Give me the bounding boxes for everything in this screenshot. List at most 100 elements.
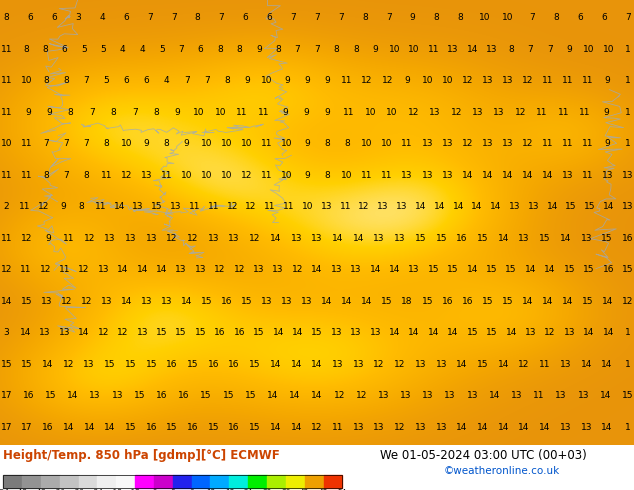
Text: 12: 12 — [63, 360, 74, 368]
Text: 1: 1 — [624, 360, 631, 368]
Text: 15: 15 — [477, 360, 488, 368]
Bar — [3, 475, 342, 488]
Text: 9: 9 — [25, 108, 30, 117]
Text: 13: 13 — [331, 265, 342, 274]
Text: 13: 13 — [59, 328, 70, 337]
Text: 14: 14 — [415, 202, 426, 211]
Text: 14: 14 — [482, 171, 493, 180]
Bar — [3, 475, 22, 488]
Text: 7: 7 — [295, 45, 301, 54]
Text: 13: 13 — [401, 171, 413, 180]
Text: 13: 13 — [84, 360, 95, 368]
Text: 10: 10 — [386, 108, 398, 117]
Text: 6: 6 — [61, 45, 67, 54]
Bar — [286, 475, 305, 488]
Text: 12: 12 — [408, 108, 419, 117]
Text: 12: 12 — [39, 265, 51, 274]
Text: 13: 13 — [581, 422, 592, 432]
Text: 11: 11 — [94, 202, 107, 211]
Text: 14: 14 — [471, 202, 482, 211]
Text: 15: 15 — [104, 360, 115, 368]
Text: 16: 16 — [228, 422, 240, 432]
Text: 12: 12 — [61, 296, 72, 306]
Text: 15: 15 — [1, 360, 12, 368]
Text: 10: 10 — [193, 108, 205, 117]
Text: 24: 24 — [243, 489, 253, 490]
Text: 13: 13 — [467, 391, 478, 400]
Text: 10: 10 — [365, 108, 377, 117]
Text: 8: 8 — [217, 45, 223, 54]
Text: 11: 11 — [582, 171, 593, 180]
Text: 9: 9 — [284, 76, 290, 85]
Text: -42: -42 — [35, 489, 47, 490]
Text: 13: 13 — [370, 328, 381, 337]
Text: 15: 15 — [585, 202, 596, 211]
Text: 13: 13 — [373, 422, 385, 432]
Text: 8: 8 — [324, 139, 330, 148]
Text: 9: 9 — [605, 139, 611, 148]
Text: 13: 13 — [101, 296, 112, 306]
Text: 13: 13 — [141, 296, 152, 306]
Text: 16: 16 — [228, 360, 240, 368]
Text: 12: 12 — [622, 296, 633, 306]
Text: 8: 8 — [3, 13, 10, 23]
Text: 14: 14 — [311, 360, 323, 368]
Text: 5: 5 — [158, 45, 165, 54]
Text: 13: 13 — [273, 265, 284, 274]
Text: 14: 14 — [477, 422, 488, 432]
Text: 14: 14 — [20, 328, 32, 337]
Text: 12: 12 — [166, 234, 178, 243]
Text: 14: 14 — [601, 422, 612, 432]
Text: 8: 8 — [44, 76, 49, 85]
Text: 15: 15 — [156, 328, 167, 337]
Text: 15: 15 — [505, 265, 517, 274]
Text: 15: 15 — [187, 360, 198, 368]
Text: 11: 11 — [382, 171, 393, 180]
Text: 10: 10 — [281, 139, 293, 148]
Text: 14: 14 — [456, 360, 468, 368]
Text: 6: 6 — [144, 76, 150, 85]
Text: 12: 12 — [81, 296, 92, 306]
Text: 8: 8 — [195, 13, 200, 23]
Text: 12: 12 — [373, 360, 385, 368]
Text: 7: 7 — [547, 45, 553, 54]
Text: 12: 12 — [214, 265, 226, 274]
Text: 15: 15 — [447, 265, 458, 274]
Text: 7: 7 — [338, 13, 344, 23]
Text: 11: 11 — [579, 108, 590, 117]
Text: 10: 10 — [261, 76, 273, 85]
Text: 10: 10 — [121, 139, 133, 148]
Text: 12: 12 — [38, 202, 49, 211]
Text: 42: 42 — [300, 489, 309, 490]
Text: 15: 15 — [422, 296, 433, 306]
Text: 7: 7 — [290, 13, 296, 23]
Text: 13: 13 — [39, 328, 51, 337]
Text: 14: 14 — [1, 296, 12, 306]
Text: 14: 14 — [447, 328, 458, 337]
Text: 11: 11 — [236, 108, 248, 117]
Text: 7: 7 — [314, 13, 320, 23]
Text: 13: 13 — [441, 171, 453, 180]
Text: 14: 14 — [581, 360, 592, 368]
Text: 14: 14 — [117, 265, 129, 274]
Text: 13: 13 — [261, 296, 273, 306]
Bar — [210, 475, 230, 488]
Text: 13: 13 — [436, 360, 447, 368]
Text: 15: 15 — [311, 328, 323, 337]
Text: 11: 11 — [1, 108, 12, 117]
Text: 9: 9 — [304, 139, 310, 148]
Text: 10: 10 — [302, 202, 313, 211]
Text: 14: 14 — [113, 202, 125, 211]
Text: 6: 6 — [123, 13, 129, 23]
Text: 13: 13 — [378, 391, 389, 400]
Text: 9: 9 — [372, 45, 378, 54]
Text: 6: 6 — [577, 13, 583, 23]
Text: 13: 13 — [422, 139, 433, 148]
Text: 11: 11 — [261, 139, 273, 148]
Text: 11: 11 — [20, 202, 31, 211]
Text: 11: 11 — [21, 171, 32, 180]
Text: 13: 13 — [622, 202, 633, 211]
Text: 13: 13 — [146, 234, 157, 243]
Text: 15: 15 — [195, 328, 206, 337]
Text: 12: 12 — [187, 234, 198, 243]
